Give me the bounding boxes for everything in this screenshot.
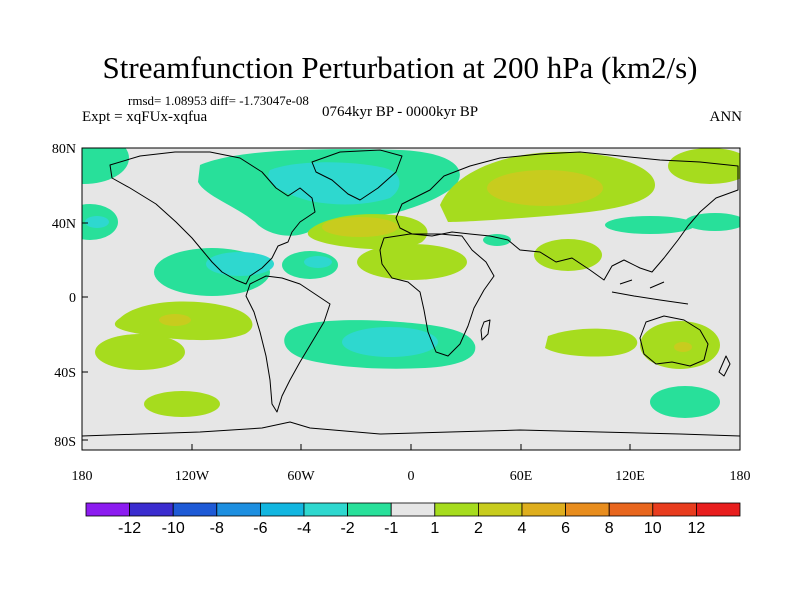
- colorbar-swatch: [303, 502, 348, 517]
- contour-region: [685, 213, 740, 231]
- australia-coast: [639, 315, 709, 367]
- europe-asia-coast: [395, 151, 739, 281]
- colorbar-label: -12: [118, 520, 141, 537]
- colorbar-swatch: [129, 502, 174, 517]
- africa-coast: [379, 233, 495, 357]
- lat-tick-label: 0: [69, 291, 76, 306]
- colorbar-label: 1: [430, 520, 439, 537]
- contour-region: [159, 314, 191, 326]
- colorbar-swatch: [652, 502, 697, 517]
- contour-region: [650, 386, 720, 418]
- season-label: ANN: [709, 109, 743, 125]
- colorbar-label: 8: [605, 520, 614, 537]
- greenland-coast: [311, 149, 403, 201]
- colorbar-swatch: [434, 502, 479, 517]
- contour-region: [357, 244, 467, 280]
- contour-region: [304, 256, 332, 268]
- colorbar-label: 4: [518, 520, 527, 537]
- colorbar-swatch: [696, 502, 741, 517]
- colorbar-swatch: [216, 502, 261, 517]
- colorbar-label: -1: [384, 520, 398, 537]
- colorbar-label: -6: [253, 520, 267, 537]
- colorbar-swatch: [477, 502, 523, 517]
- contour-region: [95, 334, 185, 370]
- contour-fill-layer: [82, 148, 740, 418]
- colorbar: -12 -10 -8 -6 -4 -2 -1 1 2 4 6 8 10 12: [85, 502, 741, 537]
- colorbar-label: 12: [688, 520, 706, 537]
- contour-region: [82, 148, 129, 184]
- colorbar-label: -4: [297, 520, 311, 537]
- contour-region: [605, 216, 695, 234]
- period-label: 0764kyr BP - 0000kyr BP: [322, 104, 479, 120]
- colorbar-label: 2: [474, 520, 483, 537]
- lon-tick-label: 120E: [615, 469, 645, 484]
- contour-region: [144, 391, 220, 417]
- contour-region: [342, 327, 438, 357]
- lon-tick-label: 60W: [287, 469, 315, 484]
- south-america-coast: [245, 275, 331, 413]
- contour-region: [85, 216, 109, 228]
- madagascar-coast: [480, 319, 491, 341]
- colorbar-swatch: [390, 502, 436, 517]
- contour-region: [668, 148, 740, 184]
- tick-marks: [81, 147, 741, 450]
- contour-region: [487, 170, 603, 206]
- contour-region: [483, 234, 511, 246]
- colorbar-label: 6: [561, 520, 570, 537]
- contour-region: [534, 239, 602, 271]
- colorbar-swatch: [347, 502, 392, 517]
- lon-tick-label: 180: [72, 469, 93, 484]
- contour-region: [322, 217, 398, 237]
- indonesia-coast: [611, 279, 689, 305]
- contour-region: [545, 328, 638, 357]
- colorbar-label: 10: [644, 520, 662, 537]
- colorbar-label: -8: [210, 520, 224, 537]
- coastlines: [82, 149, 740, 437]
- experiment-label: Expt = xqFUx-xqfua: [82, 109, 208, 125]
- colorbar-swatch: [565, 502, 610, 517]
- north-america-coast: [109, 151, 316, 285]
- lon-tick-label: 120W: [175, 469, 210, 484]
- contour-region: [268, 162, 400, 205]
- plot-title: Streamfunction Perturbation at 200 hPa (…: [102, 50, 698, 85]
- lon-tick-label: 60E: [510, 469, 533, 484]
- colorbar-swatch: [259, 502, 305, 517]
- lat-tick-label: 80S: [54, 435, 76, 450]
- lon-tick-label: 180: [730, 469, 751, 484]
- new-zealand-coast: [718, 355, 731, 377]
- lat-tick-label: 40N: [52, 217, 76, 232]
- stats-text: rmsd= 1.08953 diff= -1.73047e-08: [128, 93, 309, 108]
- colorbar-label: -2: [340, 520, 354, 537]
- lat-tick-label: 40S: [54, 366, 76, 381]
- colorbar-swatch: [172, 502, 218, 517]
- colorbar-label: -10: [162, 520, 185, 537]
- contour-region: [206, 252, 274, 276]
- contour-region: [674, 342, 692, 352]
- antarctica-coast: [82, 421, 740, 437]
- colorbar-swatch: [85, 502, 130, 517]
- colorbar-swatch: [608, 502, 654, 517]
- lon-tick-label: 0: [408, 469, 415, 484]
- lat-tick-label: 80N: [52, 142, 76, 157]
- colorbar-swatch: [521, 502, 566, 517]
